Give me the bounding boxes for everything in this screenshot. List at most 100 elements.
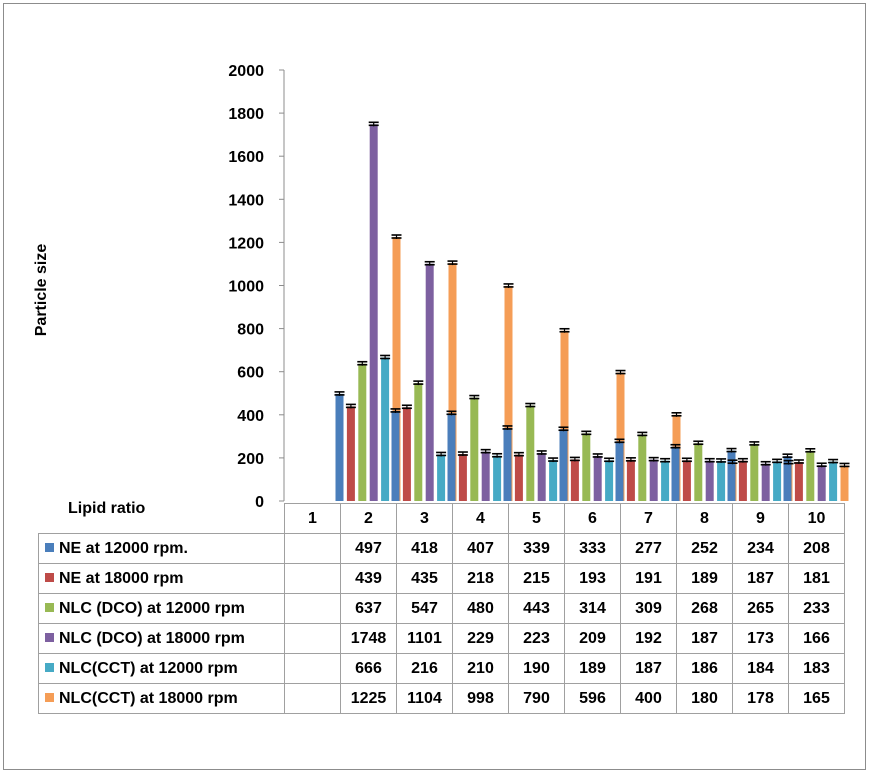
data-label: 215 — [508, 563, 565, 594]
data-label: 181 — [788, 563, 845, 594]
data-label: 309 — [620, 593, 677, 624]
y-tick-label: 1800 — [228, 106, 264, 123]
legend-label: NE at 12000 rpm. — [59, 539, 188, 557]
x-tick-label: 6 — [564, 503, 621, 534]
data-label: 190 — [508, 653, 565, 684]
error-bars — [334, 121, 850, 468]
data-label: 265 — [732, 593, 789, 624]
data-label: 193 — [564, 563, 621, 594]
data-label: 210 — [452, 653, 509, 684]
legend-swatch — [45, 662, 54, 672]
data-label: 439 — [340, 563, 397, 594]
y-axis-title-box: Particle size — [12, 200, 72, 380]
x-tick-label: 9 — [732, 503, 789, 534]
data-label — [284, 563, 341, 594]
bar — [761, 463, 770, 501]
bar — [369, 124, 378, 501]
data-label: 480 — [452, 593, 509, 624]
bar — [593, 455, 602, 501]
bar — [514, 454, 523, 501]
legend-swatch — [45, 542, 54, 552]
y-tick-label: 400 — [237, 408, 264, 425]
data-label: 547 — [396, 593, 453, 624]
data-label: 443 — [508, 593, 565, 624]
bar — [794, 461, 803, 501]
bar — [840, 465, 849, 501]
data-label: 189 — [676, 563, 733, 594]
y-tick-label: 1200 — [228, 235, 264, 252]
table-row: NLC(CCT) at 12000 rpm 666 216 210 190 189 187 1… — [38, 653, 845, 684]
bars — [335, 124, 849, 501]
table-row: NE at 18000 rpm 439 435 218 215 193 191 189 187 1… — [38, 563, 845, 594]
data-label: 1104 — [396, 683, 453, 714]
bar — [570, 459, 579, 501]
table-row: NE at 12000 rpm. 497 418 407 339 333 277 252 234… — [38, 533, 845, 564]
data-label: 216 — [396, 653, 453, 684]
y-tick-label: 2000 — [228, 63, 264, 80]
y-tick-label: 800 — [237, 322, 264, 339]
legend-entry: NLC (DCO) at 12000 rpm — [38, 593, 285, 624]
bar — [817, 465, 826, 501]
x-tick-label: 4 — [452, 503, 509, 534]
data-label: 166 — [788, 623, 845, 654]
x-tick-label: 8 — [676, 503, 733, 534]
table-row: NLC (DCO) at 18000 rpm 1748 1101 229 223 209 1… — [38, 623, 845, 654]
table-row: NLC (DCO) at 12000 rpm 637 547 480 443 314 309… — [38, 593, 845, 624]
data-label: 418 — [396, 533, 453, 564]
data-label — [284, 653, 341, 684]
data-label: 208 — [788, 533, 845, 564]
y-tick-label: 600 — [237, 365, 264, 382]
axes — [279, 69, 285, 502]
data-label: 234 — [732, 533, 789, 564]
bar — [493, 455, 502, 501]
x-tick-label: 3 — [396, 503, 453, 534]
bar — [559, 429, 568, 501]
bar — [358, 363, 367, 501]
bar — [549, 460, 558, 501]
legend-label: NLC(CCT) at 12000 rpm — [59, 659, 238, 677]
data-label: 233 — [788, 593, 845, 624]
y-tick-labels: 0 200 400 600 800 1000 1200 1400 1600 1800 2000 — [228, 63, 264, 511]
bar — [391, 410, 400, 501]
legend-entry: NE at 12000 rpm. — [38, 533, 285, 564]
legend-entry: NLC (DCO) at 18000 rpm — [38, 623, 285, 654]
data-label: 637 — [340, 593, 397, 624]
bar — [806, 450, 815, 501]
data-label: 407 — [452, 533, 509, 564]
x-tick-label: 10 — [788, 503, 845, 534]
bar — [448, 263, 457, 501]
bar — [414, 383, 423, 501]
bar — [392, 237, 401, 501]
x-tick-label: 5 — [508, 503, 565, 534]
legend-swatch — [45, 692, 54, 702]
legend-swatch — [45, 632, 54, 642]
data-label: 187 — [676, 623, 733, 654]
y-tick-label: 200 — [237, 451, 264, 468]
table-corner — [38, 503, 285, 534]
data-label: 192 — [620, 623, 677, 654]
data-label: 183 — [788, 653, 845, 684]
data-label: 191 — [620, 563, 677, 594]
bar — [773, 461, 782, 501]
bar — [504, 285, 513, 501]
bar — [470, 397, 479, 501]
bar — [437, 454, 446, 501]
bar — [447, 413, 456, 501]
bar — [537, 452, 546, 501]
data-label: 1748 — [340, 623, 397, 654]
data-label: 218 — [452, 563, 509, 594]
bar — [727, 450, 736, 501]
y-tick-label: 1400 — [228, 192, 264, 209]
data-label: 596 — [564, 683, 621, 714]
data-label — [284, 683, 341, 714]
legend-label: NLC (DCO) at 18000 rpm — [59, 629, 245, 647]
data-label: 277 — [620, 533, 677, 564]
data-label: 790 — [508, 683, 565, 714]
y-tick-label: 0 — [255, 494, 264, 511]
bar — [605, 460, 614, 501]
data-label — [284, 623, 341, 654]
bar — [649, 459, 658, 501]
bar — [705, 460, 714, 501]
data-label: 209 — [564, 623, 621, 654]
